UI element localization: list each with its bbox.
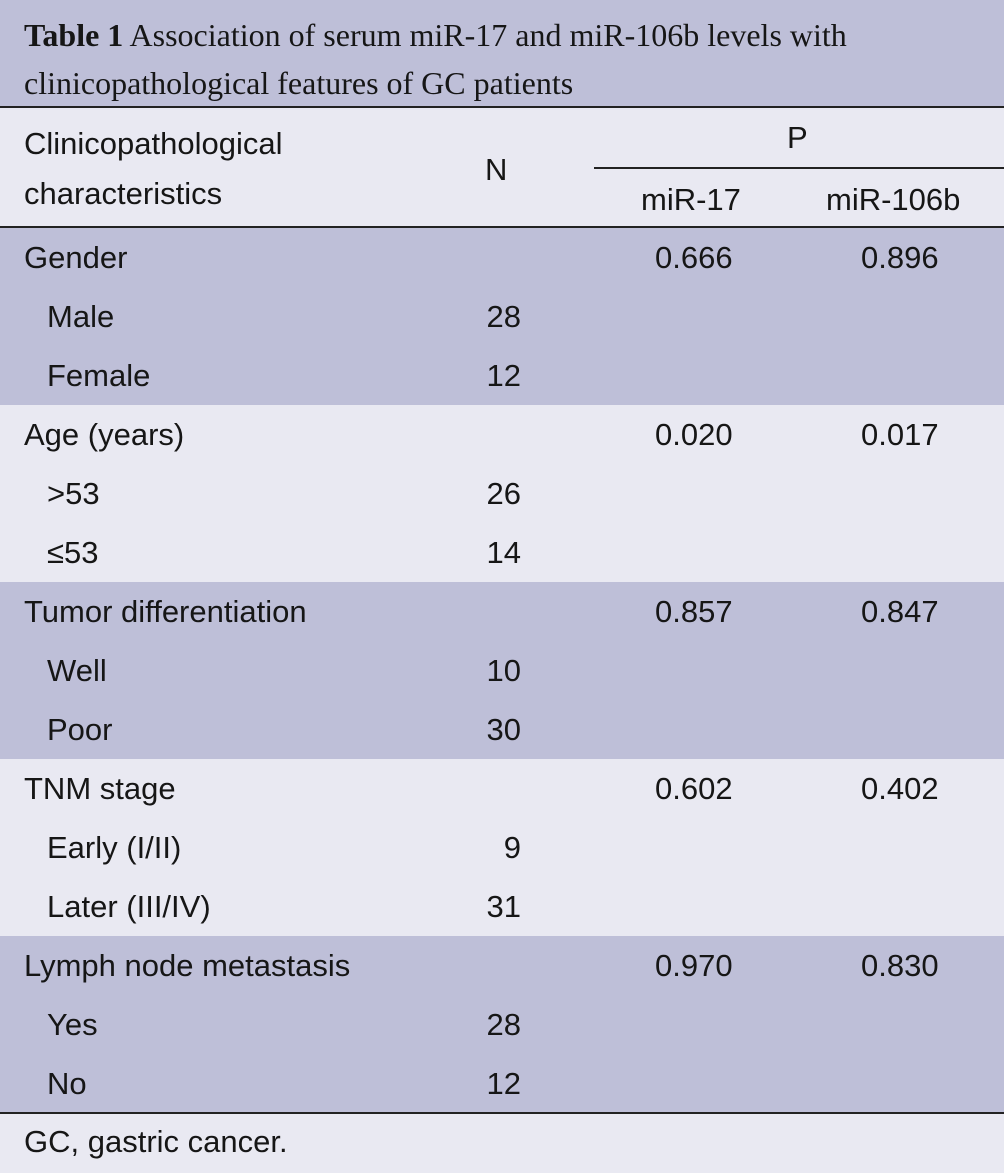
header-p: P [787,120,808,155]
row-n: 31 [486,889,521,924]
mir106b-p-value: 0.402 [861,771,939,806]
table-row: Well 10 [0,641,1004,700]
row-n: 10 [486,653,521,688]
group-name: Gender [24,240,128,275]
row-n: 28 [486,299,521,334]
mir106b-p-value: 0.896 [861,240,939,275]
group-row: TNM stage 0.602 0.402 [0,759,1004,818]
group-age: Age (years) 0.020 0.017 >53 26 ≤53 14 [0,405,1004,582]
table-row: Female 12 [0,346,1004,405]
mir17-p-value: 0.666 [655,240,733,275]
header-mir17: miR-17 [641,182,741,217]
table-row: Poor 30 [0,700,1004,759]
row-label: Male [47,299,115,334]
header-rule [0,226,1004,228]
p-spanner-rule [594,167,1004,169]
row-n: 26 [486,476,521,511]
row-n: 12 [486,358,521,393]
row-n: 14 [486,535,521,570]
group-row: Gender 0.666 0.896 [0,228,1004,287]
group-tumor-differentiation: Tumor differentiation 0.857 0.847 Well 1… [0,582,1004,759]
row-n: 9 [503,830,521,865]
mir106b-p-value: 0.847 [861,594,939,629]
group-lymph-node-metastasis: Lymph node metastasis 0.970 0.830 Yes 28… [0,936,1004,1113]
group-row: Tumor differentiation 0.857 0.847 [0,582,1004,641]
header-characteristics-line2: characteristics [24,176,223,211]
mir17-p-value: 0.020 [655,417,733,452]
mir17-p-value: 0.970 [655,948,733,983]
row-n: 30 [486,712,521,747]
table-caption: Table 1 Association of serum miR-17 and … [0,0,1004,108]
table-row: Later (III/IV) 31 [0,877,1004,936]
table-row: ≤53 14 [0,523,1004,582]
group-name: Lymph node metastasis [24,948,351,983]
group-row: Age (years) 0.020 0.017 [0,405,1004,464]
group-gender: Gender 0.666 0.896 Male 28 Female 12 [0,228,1004,405]
table-row: Male 28 [0,287,1004,346]
table-row: Early (I/II) 9 [0,818,1004,877]
row-label: Poor [47,712,113,747]
header-characteristics-line1: Clinicopathological [24,126,283,161]
mir106b-p-value: 0.017 [861,417,939,452]
table-label: Table 1 [24,17,124,53]
group-name: Age (years) [24,417,185,452]
mir17-p-value: 0.857 [655,594,733,629]
row-label: >53 [47,476,100,511]
row-label: Female [47,358,151,393]
table-row: >53 26 [0,464,1004,523]
header-n: N [485,152,508,187]
row-label: Yes [47,1007,98,1042]
mir17-p-value: 0.602 [655,771,733,806]
row-label: No [47,1066,87,1101]
group-row: Lymph node metastasis 0.970 0.830 [0,936,1004,995]
group-tnm-stage: TNM stage 0.602 0.402 Early (I/II) 9 Lat… [0,759,1004,936]
row-label: ≤53 [47,535,99,570]
group-name: TNM stage [24,771,176,806]
table-title: Association of serum miR-17 and miR-106b… [24,17,847,101]
row-label: Later (III/IV) [47,889,211,924]
table-row: No 12 [0,1054,1004,1113]
row-label: Early (I/II) [47,830,182,865]
table-row: Yes 28 [0,995,1004,1054]
header-mir106b: miR-106b [826,182,961,217]
table-footnote: GC, gastric cancer. [24,1124,288,1159]
table-bottom-rule [0,1112,1004,1114]
row-n: 12 [486,1066,521,1101]
row-label: Well [47,653,107,688]
mir106b-p-value: 0.830 [861,948,939,983]
row-n: 28 [486,1007,521,1042]
group-name: Tumor differentiation [24,594,307,629]
